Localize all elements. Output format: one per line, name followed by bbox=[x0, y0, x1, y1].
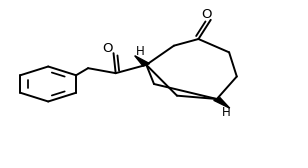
Text: O: O bbox=[201, 8, 212, 21]
Text: O: O bbox=[102, 42, 113, 55]
Polygon shape bbox=[214, 98, 230, 108]
Text: H: H bbox=[222, 106, 230, 119]
Polygon shape bbox=[135, 56, 150, 66]
Text: H: H bbox=[136, 45, 144, 58]
